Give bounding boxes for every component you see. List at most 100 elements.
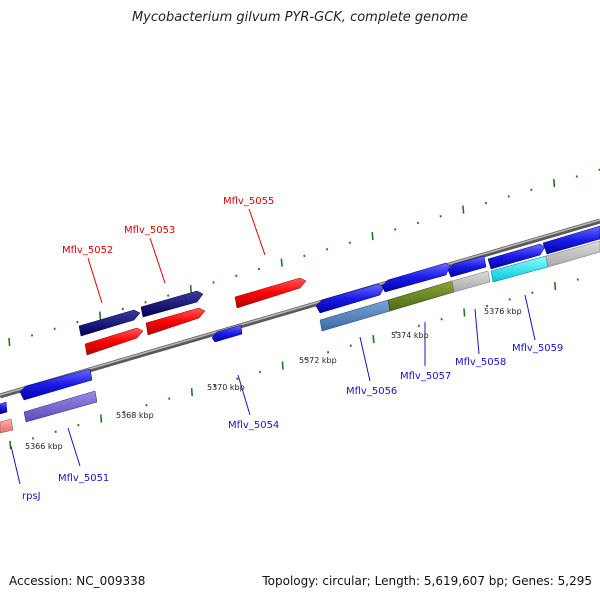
minor-tick [235,274,238,278]
gene-label-mflv-5053[interactable]: Mflv_5053 [124,225,175,236]
minor-tick [167,294,170,297]
minor-tick [303,254,306,258]
gene-arrow-red-a[interactable] [84,327,144,356]
leader-mflv-5052 [87,257,103,304]
gene-arrow-red-b[interactable] [145,307,206,336]
minor-tick [417,324,421,328]
major-tick [554,282,557,291]
minor-tick [54,430,57,434]
minor-tick [144,301,147,304]
genome-backbone-highlight [0,219,600,396]
gene-arrow-left-edge-blue[interactable] [0,401,8,415]
minor-tick [440,317,443,321]
leader-lines [10,208,536,485]
minor-tick [349,344,352,347]
minor-tick [212,281,215,284]
genome-summary-text: Topology: circular; Length: 5,619,607 bp… [262,574,592,588]
major-tick [189,284,192,294]
minor-tick [304,357,307,361]
leader-mflv-5058 [474,308,480,355]
major-tick [281,361,284,370]
gene-label-mflv-5058[interactable]: Mflv_5058 [455,357,506,368]
gene-label-mflv-5059[interactable]: Mflv_5059 [512,343,563,354]
minor-tick [236,377,239,381]
minor-tick [30,334,34,337]
reverse-strand-genes [0,240,600,434]
accession-text: Accession: NC_009338 [9,574,146,588]
gene-label-rpsj[interactable]: rpsJ [22,491,41,502]
minor-tick [484,201,488,205]
kbp-label-5374: 5374 kbp [391,331,429,340]
major-tick [553,179,556,188]
minor-tick [145,404,148,407]
map-title: Mycobacterium gilvum PYR-GCK, complete g… [131,10,469,25]
gene-arrow-gray-r[interactable] [545,240,600,268]
leader-mflv-5053 [149,237,166,284]
gene-arrow-mflv-5051[interactable] [23,390,98,423]
minor-tick [530,188,533,191]
kbp-label-5372: 5372 kbp [299,356,337,365]
gene-label-mflv-5051[interactable]: Mflv_5051 [58,473,109,484]
minor-tick [508,298,511,301]
major-tick [100,414,103,423]
major-tick [280,258,283,267]
kbp-label-5366: 5366 kbp [25,442,63,451]
major-tick [462,205,465,214]
major-tick [190,387,193,397]
minor-tick [53,327,56,331]
minor-tick [395,331,398,334]
gene-arrow-blue-small[interactable] [211,324,243,343]
minor-tick [394,228,397,231]
gene-arrow-blue-r2[interactable] [542,225,600,255]
gene-arrow-blue-r1[interactable] [487,243,546,270]
gene-label-mflv-5054[interactable]: Mflv_5054 [228,420,279,431]
minor-tick [31,437,35,440]
minor-tick [575,175,578,178]
leader-mflv-5051 [67,427,81,467]
minor-tick [326,351,330,354]
kbp-label-5370: 5370 kbp [207,383,245,392]
leader-mflv-5054 [237,374,251,416]
minor-tick [576,278,579,281]
gene-arrow-mflv-5057-upper[interactable] [381,262,451,293]
gene-label-mflv-5056[interactable]: Mflv_5056 [346,386,397,397]
minor-tick [122,410,125,414]
minor-tick [76,320,79,324]
minor-tick [77,423,80,427]
gene-arrow-mflv-5051-upper[interactable] [19,368,93,401]
minor-tick [531,291,534,294]
leader-mflv-5056 [359,336,371,382]
minor-tick [121,307,124,311]
major-tick [463,308,466,317]
major-tick [99,311,102,320]
genome-backbone [0,218,600,399]
gene-arrow-mflv-5058[interactable] [451,270,491,293]
gene-label-mflv-5057[interactable]: Mflv_5057 [400,371,451,382]
forward-strand-genes [78,277,307,356]
minor-tick [485,304,489,308]
gene-arrow-mflv-5053[interactable] [140,290,204,318]
gene-label-mflv-5055[interactable]: Mflv_5055 [223,196,274,207]
gene-arrow-blue-r3[interactable] [447,255,487,278]
gene-arrow-mflv-5052[interactable] [78,309,141,337]
major-tick [8,337,11,347]
kbp-label-5376: 5376 kbp [484,307,522,316]
gene-arrow-mflv-5055[interactable] [234,277,307,309]
minor-tick [325,248,329,251]
leader-mflv-5055 [248,208,266,256]
minor-tick [168,397,171,400]
major-tick [372,335,375,344]
minor-tick [213,384,216,387]
major-tick [9,440,12,450]
gene-labels: Mflv_5052 Mflv_5053 Mflv_5055 rpsJ Mflv_… [22,196,563,502]
reverse-tick-row [9,278,579,450]
gene-arrow-rpsj[interactable] [0,418,14,434]
leader-rpsj [10,445,21,485]
gene-label-mflv-5052[interactable]: Mflv_5052 [62,245,113,256]
kbp-label-5368: 5368 kbp [116,411,154,420]
forward-tick-row [8,168,600,347]
upper-right-genes [315,225,600,314]
minor-tick [258,370,262,374]
minor-tick [416,221,420,225]
